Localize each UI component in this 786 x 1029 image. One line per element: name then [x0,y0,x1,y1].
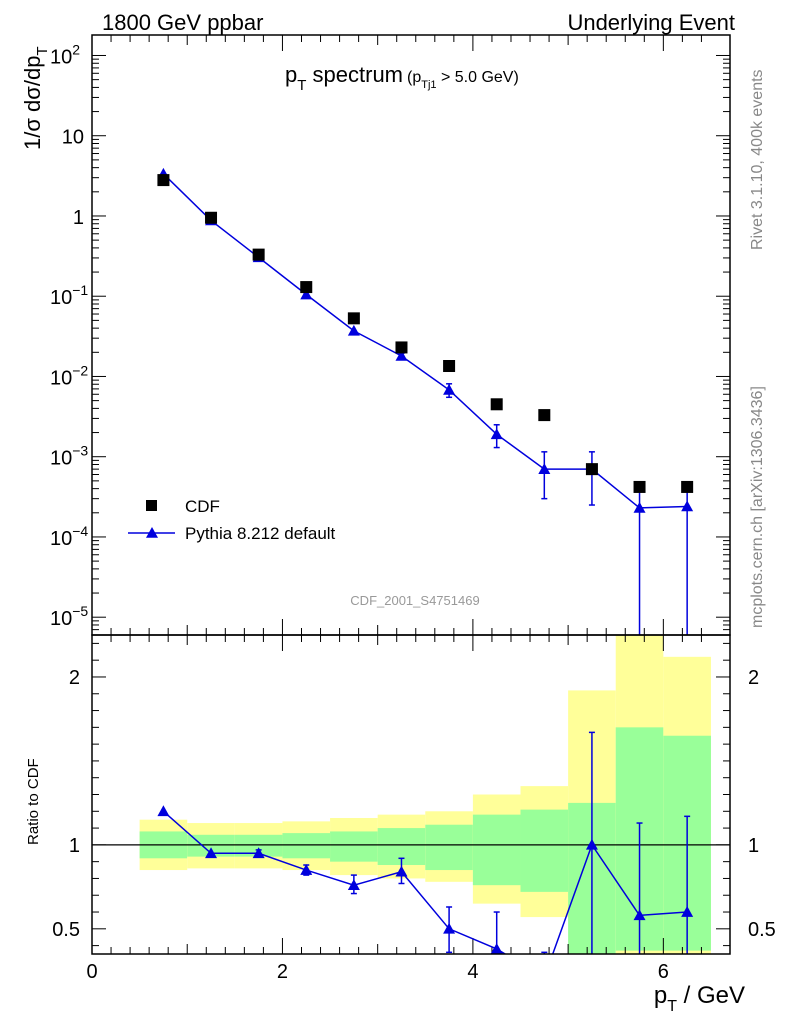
cdf-point [157,174,170,187]
cdf-point [681,480,694,493]
ratio-point [681,906,694,917]
ratio-panel-frame [91,634,731,955]
pythia-line [162,173,688,509]
cdf-point [395,341,408,354]
ratio-y-tick-label: 0.5 [748,919,776,941]
pythia-point [443,383,456,395]
top-y-tick-label: 10 [62,127,84,149]
ratio-band-inner [520,809,569,892]
xlabel-sub: T [667,998,677,1015]
rivet-label: Rivet 3.1.10, 400k events [749,69,766,250]
ratio-point [300,864,313,875]
cdf-point [443,360,456,373]
legend-pythia-marker [146,527,158,538]
top-y-tick-label: 10−1 [50,282,88,309]
ratio-point [252,847,265,859]
top-y-tick-label: 102 [50,41,80,68]
xlabel-main: p [654,982,667,1009]
top-ylabel: 1/σ dσ/dpT [20,46,51,150]
ratio-band-inner [282,833,331,859]
mcplots-label: mcplots.cern.ch [arXiv:1306.3436] [749,386,766,628]
title-cut-sub: Tj1 [421,79,436,91]
ratio-point [395,865,408,877]
cdf-point [205,211,218,224]
pythia-point [347,324,360,336]
title-main-sub: T [297,77,306,94]
ratio-y-tick-label: 2 [748,667,759,689]
cdf-point [347,312,360,325]
top-y-tick-label: 10−4 [50,523,88,550]
ratio-line [162,810,688,954]
ratio-series [157,731,694,954]
legend-pythia-label: Pythia 8.212 default [185,524,336,543]
top-y-tick-label: 10−5 [50,603,88,630]
x-tick-label: 2 [277,961,288,983]
title-cut: (p [407,69,421,86]
pythia-point [490,428,503,440]
legend-cdf-marker [146,500,157,511]
chart-title: pT spectrum (pTj1 > 5.0 GeV) [285,62,519,94]
cdf-point [538,409,551,422]
title-cut-rest: > 5.0 GeV) [437,69,519,86]
ratio-point [205,847,218,859]
xlabel-rest: / GeV [677,982,745,1009]
ratio-band-inner [425,824,473,871]
pythia-point [395,349,408,361]
ratio-band-inner [187,834,235,857]
cdf-point [585,463,598,476]
top-y-tick-label: 1 [73,207,84,229]
cdf-point [300,281,313,294]
ratio-y-tick-label: 0.5 [52,919,80,941]
ratio-band-inner [330,831,378,862]
title-main-rest: spectrum [306,62,403,87]
title-main: p [285,62,297,87]
ratio-y-tick-label: 1 [69,835,80,857]
header-left: 1800 GeV ppbar [102,10,263,35]
ratio-point [443,922,456,934]
ratio-y-tick-label: 1 [748,835,759,857]
x-tick-label: 0 [86,961,97,983]
ratio-band-inner [234,834,283,857]
x-axis-label: pT / GeV [654,982,745,1015]
ratio-point [157,805,170,817]
ratio-point [585,838,598,850]
top-y-tick-label: 10−3 [50,443,88,470]
ratio-y-tick-label: 2 [69,667,80,689]
x-tick-label: 4 [467,961,478,983]
header-right: Underlying Event [567,10,735,35]
pythia-point [300,288,313,300]
watermark: CDF_2001_S4751469 [350,593,479,608]
ratio-ylabel: Ratio to CDF [25,758,42,845]
cdf-point [490,398,503,411]
legend-cdf-label: CDF [185,497,220,516]
cdf-point [252,248,265,261]
pythia-point [538,463,551,474]
cdf-point [633,480,646,493]
pythia-point [633,501,646,513]
ratio-point [347,879,360,890]
top-y-tick-label: 10−2 [50,362,88,389]
top-panel-frame [91,34,731,636]
pythia-point [681,500,694,512]
ratio-point [490,942,503,954]
ratio-band-inner [472,814,521,886]
x-tick-label: 6 [658,961,669,983]
ratio-point [633,909,646,921]
